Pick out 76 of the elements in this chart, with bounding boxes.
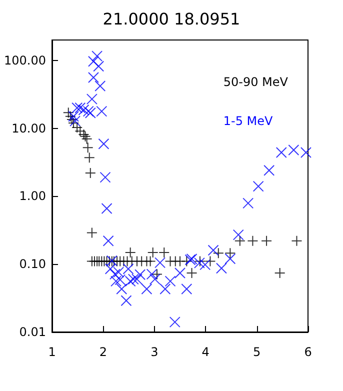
- point: [78, 104, 90, 116]
- point: [101, 202, 112, 214]
- point: [247, 235, 258, 246]
- x-tick-label: 6: [304, 345, 312, 359]
- point: [234, 235, 246, 246]
- point: [158, 247, 170, 258]
- point: [212, 248, 224, 259]
- point: [84, 167, 96, 178]
- point: [160, 283, 171, 294]
- point: [232, 229, 244, 240]
- point: [144, 256, 156, 267]
- x-tick-label: 5: [252, 345, 261, 359]
- y-tick-label: 10.00: [12, 121, 46, 136]
- x-tick-label: 2: [99, 345, 108, 359]
- point: [261, 235, 272, 246]
- point: [186, 267, 198, 278]
- point: [300, 147, 312, 158]
- point: [276, 147, 287, 158]
- point: [92, 50, 103, 62]
- series-label: 1-5 MeV: [223, 114, 274, 128]
- point: [82, 142, 94, 154]
- point: [131, 274, 142, 285]
- point: [74, 102, 86, 114]
- point: [124, 247, 136, 258]
- point: [224, 248, 236, 259]
- point: [102, 235, 114, 246]
- point: [84, 152, 95, 164]
- point: [242, 198, 254, 209]
- y-tick-label: 1.00: [19, 189, 46, 204]
- chart-title: 21.0000 18.0951: [102, 10, 240, 28]
- point: [93, 60, 104, 72]
- point: [116, 283, 128, 294]
- point: [72, 102, 83, 114]
- point: [216, 262, 227, 274]
- point: [151, 268, 162, 280]
- point: [288, 144, 300, 156]
- point: [98, 138, 110, 150]
- point: [110, 276, 122, 287]
- text: 50-90 MeV: [223, 75, 289, 89]
- point: [208, 244, 219, 256]
- point: [252, 180, 264, 192]
- point: [169, 316, 180, 328]
- point: [200, 259, 211, 270]
- point: [181, 256, 192, 267]
- point: [149, 274, 160, 285]
- point: [224, 253, 236, 264]
- point: [88, 72, 99, 84]
- point: [174, 267, 186, 278]
- point: [264, 164, 275, 176]
- point: [88, 56, 99, 67]
- point: [86, 227, 98, 238]
- point: [164, 276, 176, 287]
- x-tick-label: 3: [150, 345, 158, 359]
- point: [100, 172, 111, 183]
- point: [128, 274, 139, 285]
- y-tick-label: 0.01: [19, 325, 46, 339]
- point: [141, 283, 152, 294]
- point: [147, 247, 158, 258]
- point: [86, 94, 98, 105]
- point: [120, 295, 132, 306]
- point: [154, 257, 166, 268]
- point: [81, 133, 92, 144]
- point: [181, 283, 192, 294]
- point: [109, 268, 120, 280]
- y-tick-label: 100.00: [4, 53, 46, 68]
- x-tick-label: 1: [48, 345, 56, 359]
- point: [104, 263, 116, 274]
- point: [204, 256, 216, 267]
- point: [68, 110, 80, 122]
- point: [113, 266, 124, 278]
- point: [274, 267, 286, 278]
- point: [94, 80, 106, 92]
- point: [291, 235, 302, 246]
- y-tick-label: 0.10: [19, 257, 46, 272]
- x-tick-label: 4: [202, 345, 210, 359]
- point: [122, 263, 134, 274]
